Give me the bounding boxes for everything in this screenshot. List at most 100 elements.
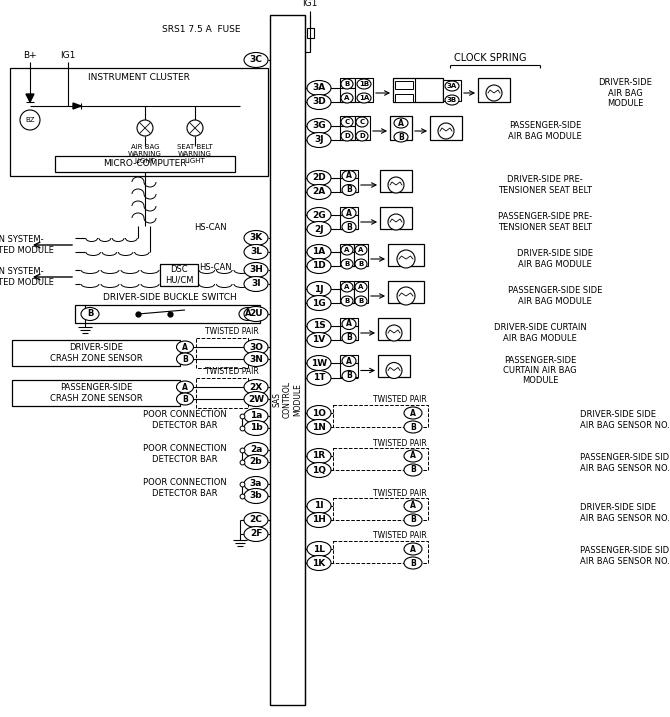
Text: TWISTED PAIR: TWISTED PAIR (205, 328, 259, 336)
Ellipse shape (244, 391, 268, 407)
Text: C: C (344, 119, 350, 125)
Ellipse shape (244, 244, 268, 260)
Bar (160, 264, 198, 286)
Text: 1b: 1b (250, 424, 263, 432)
Text: A: A (344, 284, 350, 290)
Ellipse shape (307, 556, 331, 571)
Text: B: B (344, 261, 350, 267)
Bar (340, 244, 354, 266)
Text: CLOCK SPRING: CLOCK SPRING (454, 53, 526, 63)
Bar (355, 78, 373, 102)
Ellipse shape (307, 449, 331, 463)
Text: AIR BAG
WARNING
LIGHT: AIR BAG WARNING LIGHT (128, 144, 162, 164)
Ellipse shape (341, 117, 353, 127)
Ellipse shape (239, 308, 257, 320)
Ellipse shape (404, 421, 422, 433)
Ellipse shape (307, 80, 331, 95)
Bar (354, 281, 368, 303)
Text: SRS1 7.5 A  FUSE: SRS1 7.5 A FUSE (161, 26, 240, 34)
Text: B: B (182, 394, 188, 404)
Bar (354, 244, 368, 266)
Ellipse shape (307, 133, 331, 148)
Text: DRIVER-SIDE SIDE
AIR BAG MODULE: DRIVER-SIDE SIDE AIR BAG MODULE (517, 250, 593, 269)
Circle shape (386, 325, 402, 341)
Text: 2J: 2J (314, 224, 324, 234)
Text: A: A (182, 343, 188, 351)
Ellipse shape (307, 356, 331, 371)
Polygon shape (26, 94, 34, 102)
Text: A: A (358, 247, 364, 253)
Ellipse shape (244, 351, 268, 366)
Ellipse shape (244, 477, 268, 491)
Ellipse shape (356, 131, 368, 141)
Bar (340, 355, 358, 377)
Text: 3A: 3A (447, 83, 457, 89)
Text: DRIVER-SIDE CURTAIN
AIR BAG MODULE: DRIVER-SIDE CURTAIN AIR BAG MODULE (494, 323, 586, 343)
Text: 3L: 3L (250, 247, 262, 257)
Ellipse shape (342, 356, 356, 366)
Text: 2G: 2G (312, 211, 326, 219)
Text: TWISTED PAIR: TWISTED PAIR (373, 396, 427, 404)
Bar (306, 28, 314, 38)
Ellipse shape (357, 93, 371, 103)
Text: 1Q: 1Q (312, 465, 326, 475)
Ellipse shape (244, 455, 268, 470)
Text: 3J: 3J (314, 136, 324, 145)
Text: MICRO-COMPUTER: MICRO-COMPUTER (103, 159, 187, 168)
Text: B: B (87, 310, 93, 318)
Ellipse shape (341, 296, 353, 306)
Text: 1B: 1B (359, 81, 369, 87)
Ellipse shape (307, 371, 331, 386)
Text: 3C: 3C (249, 55, 263, 65)
Text: 1O: 1O (312, 409, 326, 417)
Ellipse shape (404, 543, 422, 555)
Text: A: A (245, 310, 251, 318)
Bar (196, 338, 248, 368)
Text: A: A (346, 356, 352, 366)
Ellipse shape (307, 282, 331, 297)
Text: 2X: 2X (249, 382, 263, 391)
Text: DRIVER-SIDE SIDE
AIR BAG SENSOR NO.1: DRIVER-SIDE SIDE AIR BAG SENSOR NO.1 (580, 410, 670, 429)
Bar (340, 207, 358, 229)
Ellipse shape (404, 450, 422, 462)
Ellipse shape (307, 184, 331, 199)
Text: A: A (410, 501, 416, 511)
Text: IG1: IG1 (302, 0, 318, 7)
Text: B: B (346, 186, 352, 194)
Ellipse shape (244, 277, 268, 292)
Text: DRIVER-SIDE BUCKLE SWITCH: DRIVER-SIDE BUCKLE SWITCH (103, 293, 237, 302)
Text: A: A (346, 171, 352, 181)
Text: B: B (410, 465, 416, 475)
Text: SAS
CONTROL
MODULE: SAS CONTROL MODULE (273, 381, 302, 419)
Text: SEAT BELT
WARNING
LIGHT: SEAT BELT WARNING LIGHT (177, 144, 213, 164)
Ellipse shape (355, 245, 367, 255)
Circle shape (388, 214, 404, 230)
Text: CAN SYSTEM-
RELATED MODULE: CAN SYSTEM- RELATED MODULE (0, 267, 54, 287)
Circle shape (386, 363, 402, 379)
Ellipse shape (307, 541, 331, 556)
Text: B: B (182, 354, 188, 364)
Bar (388, 244, 424, 266)
Text: CAN SYSTEM-
RELATED MODULE: CAN SYSTEM- RELATED MODULE (0, 235, 54, 255)
Ellipse shape (342, 171, 356, 181)
Ellipse shape (356, 117, 368, 127)
Text: 3b: 3b (250, 491, 263, 500)
Text: 2C: 2C (249, 516, 263, 525)
Text: B: B (398, 133, 404, 141)
Text: A: A (410, 452, 416, 460)
Ellipse shape (81, 308, 99, 320)
Ellipse shape (176, 393, 194, 405)
Ellipse shape (341, 282, 353, 292)
Ellipse shape (307, 419, 331, 435)
Text: 1a: 1a (250, 412, 262, 420)
Text: TWISTED PAIR: TWISTED PAIR (373, 439, 427, 447)
Bar (380, 207, 412, 229)
Text: 2U: 2U (249, 310, 263, 318)
Ellipse shape (307, 222, 331, 237)
Ellipse shape (244, 420, 268, 435)
Ellipse shape (244, 513, 268, 528)
Bar (333, 405, 428, 427)
Text: 1G: 1G (312, 298, 326, 308)
Text: IG1: IG1 (60, 52, 76, 60)
Bar (270, 15, 305, 705)
